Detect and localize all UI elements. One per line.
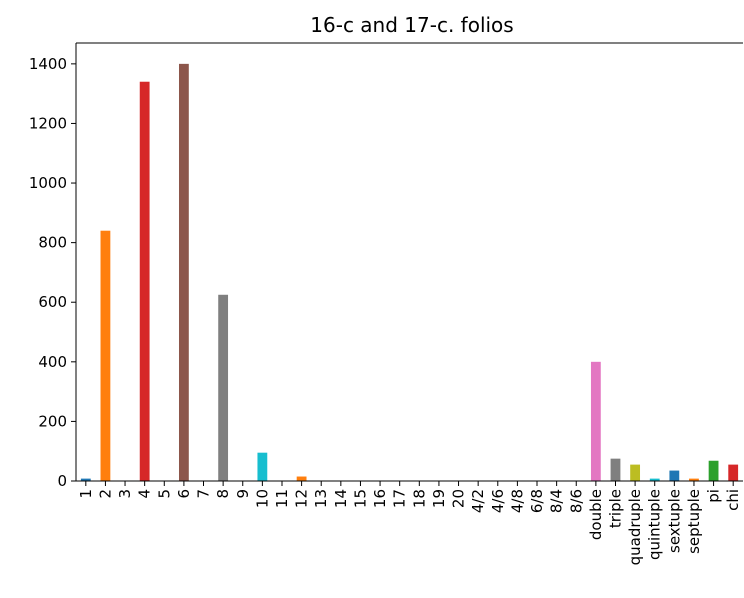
bar-double bbox=[590, 361, 601, 481]
x-tick-label: triple bbox=[606, 489, 624, 528]
bar-quadruple bbox=[630, 464, 641, 481]
x-tick-label: 1 bbox=[77, 489, 95, 499]
y-tick-label: 600 bbox=[38, 293, 67, 311]
bar-2 bbox=[100, 230, 111, 481]
x-tick-label: 2 bbox=[96, 489, 114, 499]
bar-quintuple bbox=[649, 478, 660, 481]
bar-sextuple bbox=[669, 470, 680, 481]
x-tick-label: 17 bbox=[391, 489, 409, 508]
x-tick-label: pi bbox=[705, 489, 723, 503]
x-tick-label: 4/2 bbox=[469, 489, 487, 513]
x-tick-label: 18 bbox=[410, 489, 428, 508]
bar-8 bbox=[218, 294, 229, 481]
x-tick-label: quadruple bbox=[626, 489, 644, 565]
x-tick-label: 15 bbox=[351, 489, 369, 508]
bar-chi bbox=[728, 464, 739, 481]
bar-6 bbox=[178, 63, 189, 482]
x-tick-label: 7 bbox=[195, 489, 213, 499]
x-tick-label: 4/8 bbox=[508, 489, 526, 513]
x-tick-label: 19 bbox=[430, 489, 448, 508]
x-tick-label: 8/4 bbox=[548, 489, 566, 513]
x-tick-label: 8/6 bbox=[567, 489, 585, 513]
x-tick-label: double bbox=[587, 489, 605, 540]
x-tick-label: septuple bbox=[685, 489, 703, 554]
chart-title: 16-c and 17-c. folios bbox=[310, 13, 513, 37]
bar-4 bbox=[139, 81, 150, 481]
x-tick-label: chi bbox=[724, 489, 742, 511]
y-tick-label: 1400 bbox=[29, 55, 67, 73]
bar-pi bbox=[708, 460, 719, 481]
x-tick-label: 11 bbox=[273, 489, 291, 508]
x-tick-label: 13 bbox=[312, 489, 330, 508]
y-tick-label: 0 bbox=[57, 472, 67, 490]
x-tick-label: sextuple bbox=[665, 489, 683, 553]
y-tick-label: 200 bbox=[38, 412, 67, 430]
x-tick-label: 6 bbox=[175, 489, 193, 499]
x-tick-label: 12 bbox=[293, 489, 311, 508]
x-tick-label: 9 bbox=[234, 489, 252, 499]
bar-1 bbox=[80, 478, 91, 481]
bar-triple bbox=[610, 458, 621, 481]
x-tick-label: 3 bbox=[116, 489, 134, 499]
x-tick-label: 10 bbox=[253, 489, 271, 508]
y-tick-label: 1000 bbox=[29, 174, 67, 192]
bar-septuple bbox=[689, 478, 699, 481]
x-tick-label: 5 bbox=[155, 489, 173, 499]
x-tick-label: quintuple bbox=[646, 489, 664, 560]
x-tick-label: 8 bbox=[214, 489, 232, 499]
x-tick-label: 4 bbox=[136, 489, 154, 499]
bar-10 bbox=[257, 452, 268, 481]
bar-12 bbox=[296, 476, 307, 481]
x-tick-label: 4/6 bbox=[489, 489, 507, 513]
x-tick-label: 14 bbox=[332, 489, 350, 508]
x-tick-label: 20 bbox=[450, 489, 468, 508]
y-tick-label: 800 bbox=[38, 234, 67, 252]
x-tick-label: 6/8 bbox=[528, 489, 546, 513]
y-tick-label: 400 bbox=[38, 353, 67, 371]
x-tick-label: 16 bbox=[371, 489, 389, 508]
y-tick-label: 1200 bbox=[29, 114, 67, 132]
